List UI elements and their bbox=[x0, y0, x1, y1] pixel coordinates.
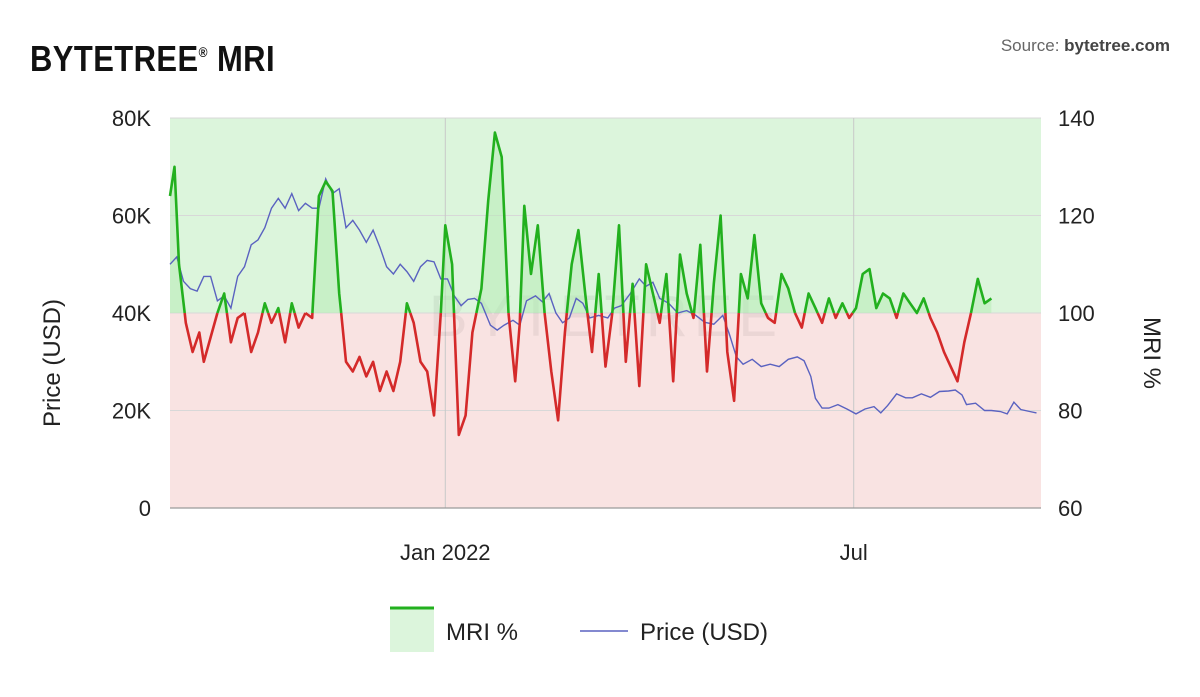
mri-line-below bbox=[243, 312, 264, 354]
mri-line-above bbox=[969, 277, 993, 314]
chart-title: BYTETREE® MRI bbox=[30, 38, 275, 80]
mri-line-below bbox=[633, 312, 645, 388]
x-tick-label: Jan 2022 bbox=[400, 540, 491, 565]
mri-line-below bbox=[893, 312, 900, 320]
mri-line-below bbox=[656, 312, 663, 325]
y-right-axis-title: MRI % bbox=[1138, 317, 1165, 389]
mri-line-below bbox=[225, 311, 246, 344]
mri-line-above bbox=[404, 302, 412, 314]
y-right-tick-label: 120 bbox=[1058, 204, 1095, 229]
mri-line-below bbox=[667, 312, 679, 383]
y-right-tick-label: 140 bbox=[1058, 106, 1095, 131]
mri-line-above bbox=[803, 292, 819, 314]
mri-line-above bbox=[565, 228, 589, 314]
mri-line-above bbox=[439, 224, 456, 314]
mri-line-below bbox=[304, 311, 314, 320]
mri-line-below bbox=[183, 312, 219, 364]
mri-line-below bbox=[278, 312, 292, 344]
source-prefix: Source: bbox=[1000, 36, 1060, 55]
mri-line-above bbox=[311, 180, 343, 314]
y-right-tick-label: 80 bbox=[1058, 399, 1082, 424]
mri-line-above bbox=[261, 302, 270, 314]
mri-line-below bbox=[690, 312, 696, 320]
mri-line-above bbox=[274, 306, 281, 314]
mri-line-above bbox=[475, 131, 510, 314]
mri-line-below bbox=[845, 312, 854, 320]
mri-line-above bbox=[611, 224, 625, 314]
mri-area-fill bbox=[440, 225, 454, 313]
mri-line-above bbox=[675, 253, 694, 314]
mri-line-above bbox=[692, 243, 706, 314]
legend-price-label: Price (USD) bbox=[640, 619, 768, 646]
legend-mri-label: MRI % bbox=[446, 619, 518, 646]
mri-line-above bbox=[896, 292, 930, 315]
mri-line-above bbox=[836, 302, 849, 314]
title-text: BYTETREE bbox=[30, 38, 199, 79]
mri-line-below bbox=[816, 312, 827, 325]
mri-line-below bbox=[724, 312, 741, 403]
legend-mri-swatch bbox=[390, 607, 434, 652]
mri-line-above bbox=[642, 263, 659, 314]
y-right-tick-label: 60 bbox=[1058, 496, 1082, 521]
price-line bbox=[169, 176, 1037, 415]
mri-line-below bbox=[452, 312, 478, 437]
mri-line-above bbox=[737, 233, 767, 314]
mri-line-below bbox=[507, 312, 522, 383]
mri-line-above bbox=[659, 272, 671, 314]
y-left-tick-label: 80K bbox=[112, 106, 151, 131]
mri-line-above bbox=[594, 272, 603, 314]
mri-line-below bbox=[832, 312, 840, 320]
y-right-tick-label: 100 bbox=[1058, 301, 1095, 326]
x-tick-label: Jul bbox=[840, 540, 868, 565]
mri-line-below bbox=[764, 312, 778, 325]
mri-line-above bbox=[628, 282, 636, 314]
mri-line-below bbox=[409, 312, 443, 417]
mri-line-below bbox=[543, 312, 569, 422]
y-left-tick-label: 40K bbox=[112, 301, 151, 326]
mri-line-below bbox=[600, 312, 614, 368]
mri-line-above bbox=[518, 204, 546, 314]
mri-line-below bbox=[293, 312, 307, 329]
y-left-tick-label: 0 bbox=[139, 496, 151, 521]
mri-line-above bbox=[168, 165, 186, 314]
mri-line-above bbox=[774, 272, 797, 314]
mri-line-below bbox=[702, 312, 713, 373]
mri-line-below bbox=[339, 312, 408, 393]
y-left-axis-title: Price (USD) bbox=[39, 299, 66, 427]
title-suffix: MRI bbox=[216, 38, 275, 79]
mri-line-above bbox=[288, 302, 296, 314]
mri-area-fill bbox=[566, 230, 588, 313]
mri-area-fill bbox=[971, 278, 992, 313]
mri-line-below bbox=[793, 312, 806, 329]
mri-line-above bbox=[823, 297, 836, 314]
mri-line-below bbox=[586, 312, 597, 354]
y-left-tick-label: 20K bbox=[112, 399, 151, 424]
source-name: bytetree.com bbox=[1064, 36, 1170, 55]
mri-line-below bbox=[622, 312, 632, 364]
mri-line-below bbox=[266, 312, 278, 325]
registered-mark: ® bbox=[198, 44, 208, 60]
mri-line-above bbox=[851, 267, 897, 314]
y-left-tick-label: 60K bbox=[112, 204, 151, 229]
source-credit: Source: bytetree.com bbox=[1001, 36, 1170, 56]
mri-line-above bbox=[710, 214, 727, 314]
mri-area-fill bbox=[476, 132, 509, 313]
mri-line-below bbox=[927, 312, 973, 383]
mri-area-fill bbox=[852, 269, 895, 313]
mri-area-fill bbox=[711, 215, 726, 313]
mri-line-above bbox=[216, 292, 229, 314]
